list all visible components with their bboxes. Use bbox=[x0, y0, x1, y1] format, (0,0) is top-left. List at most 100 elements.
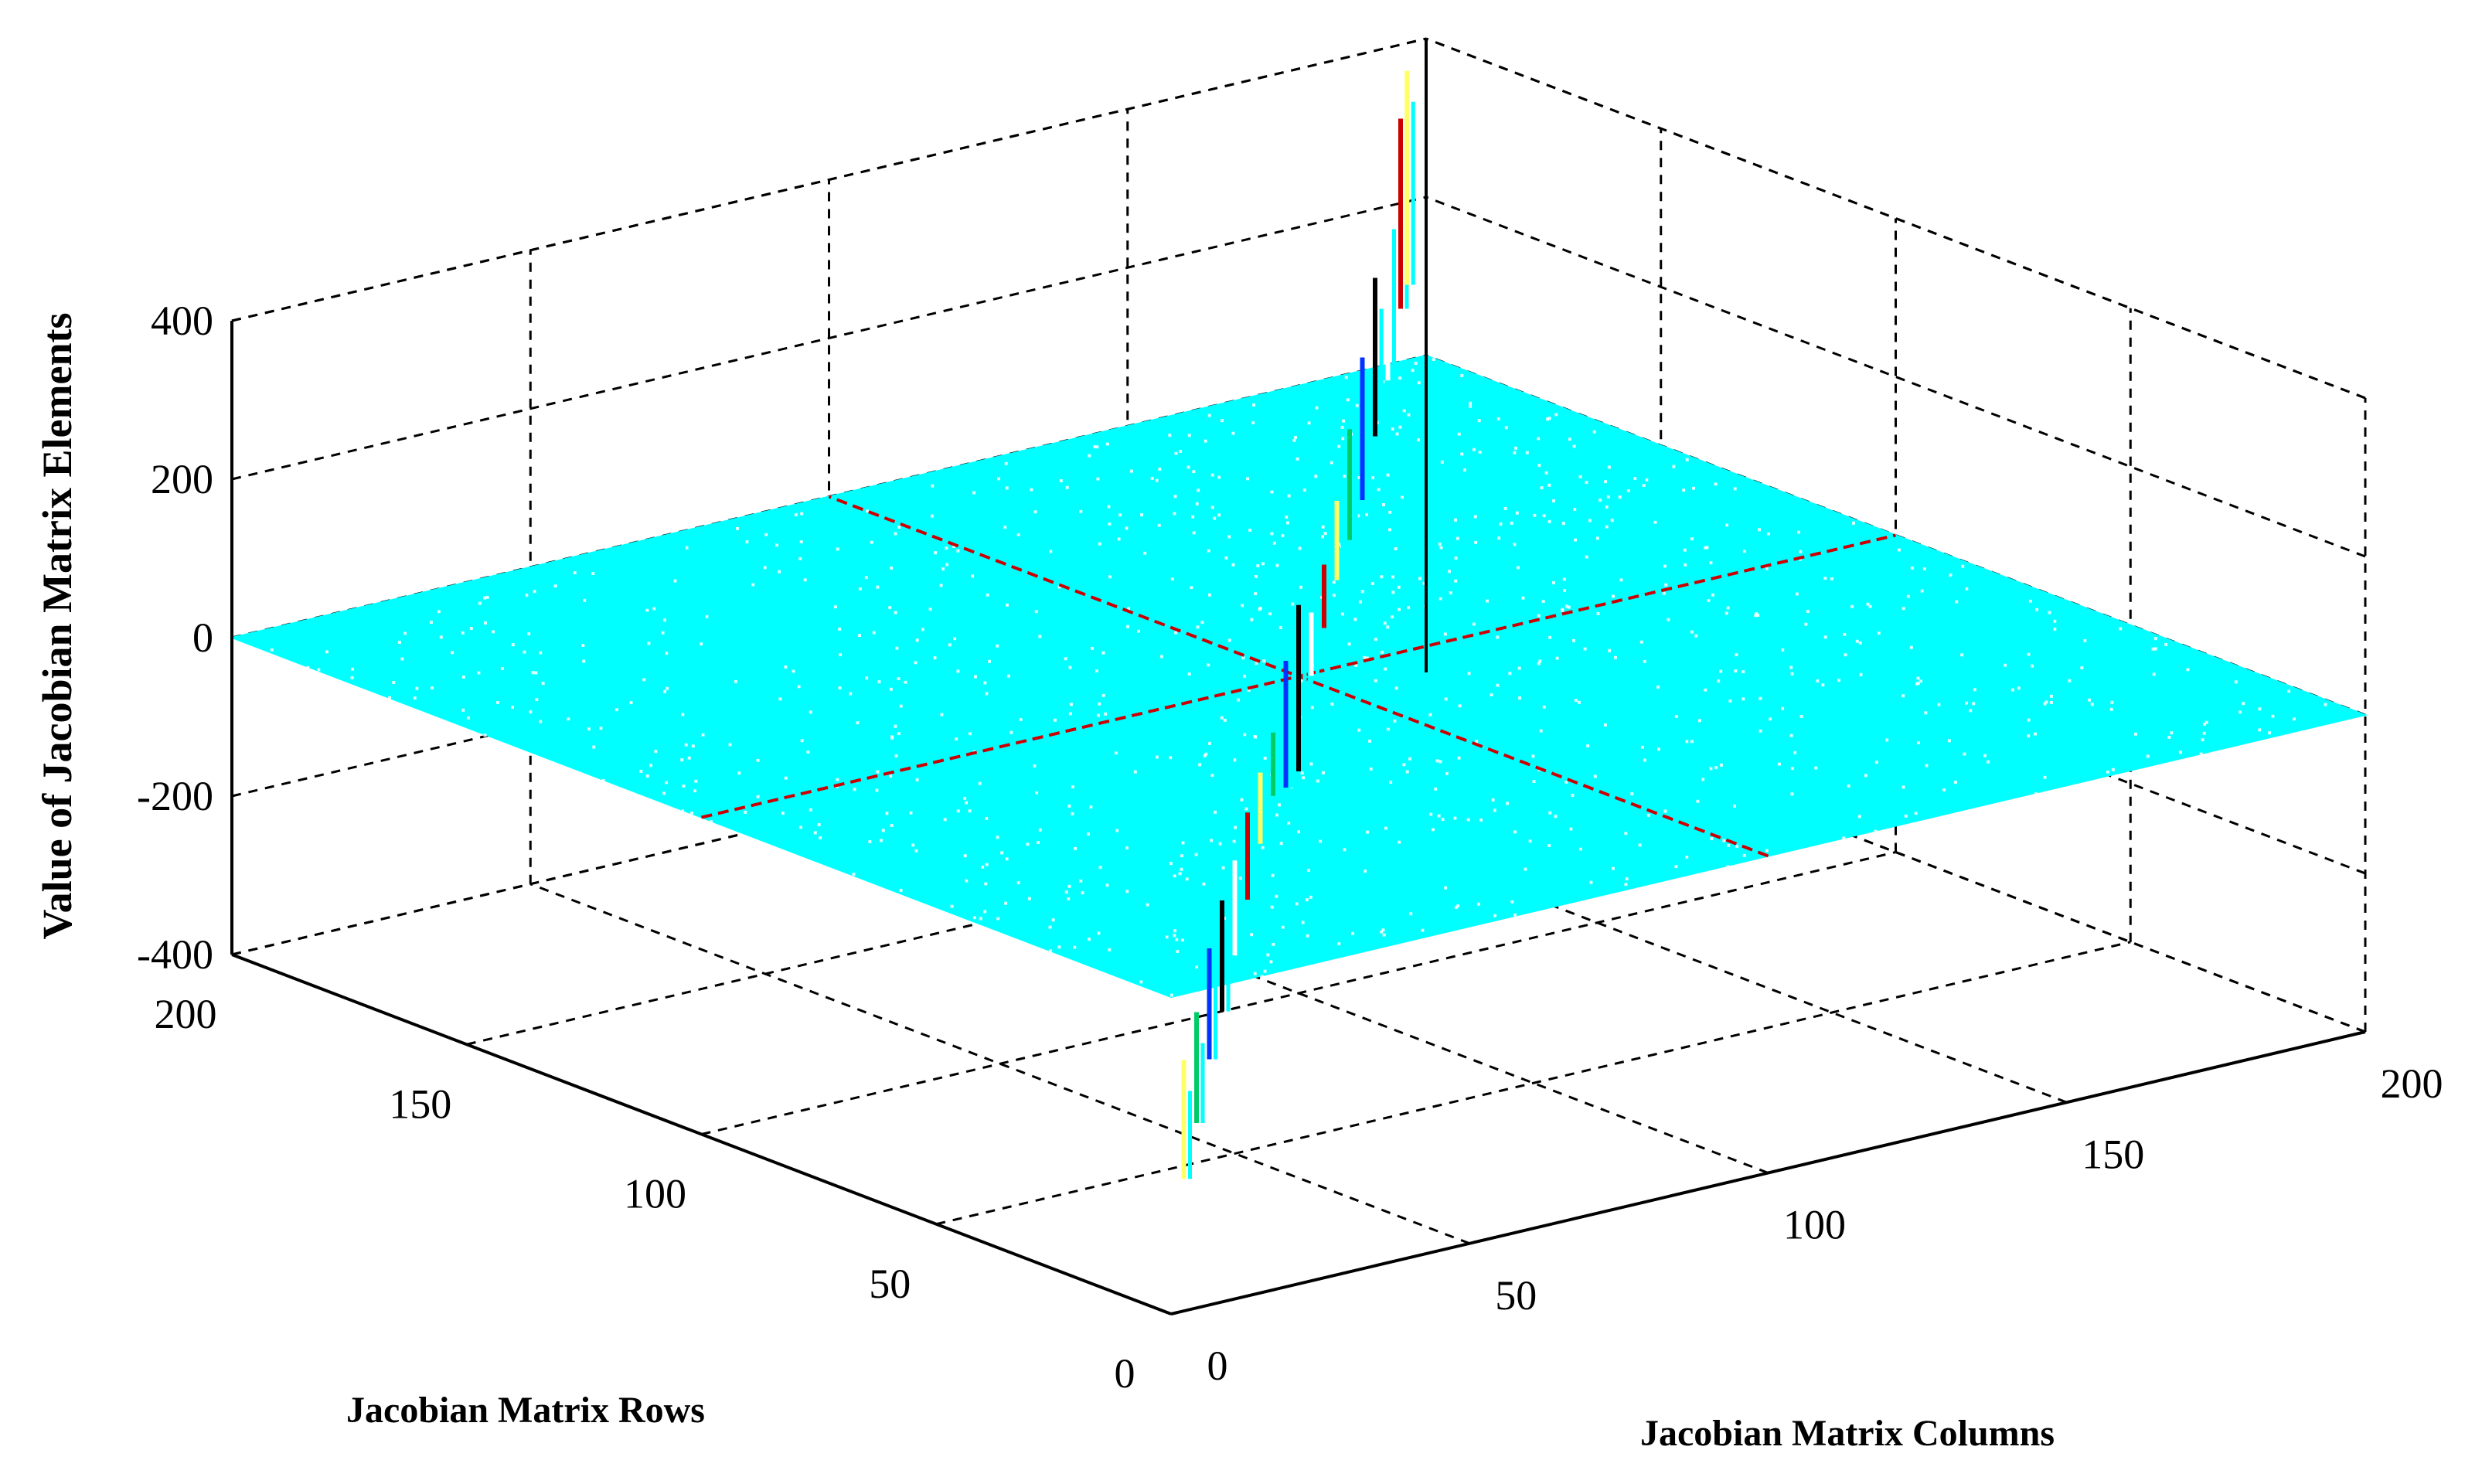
surface-speckle bbox=[1606, 495, 1610, 499]
top-edge-back bbox=[231, 37, 1427, 322]
surface-speckle bbox=[1285, 516, 1289, 519]
surface-speckle bbox=[1572, 444, 1576, 448]
surface-speckle bbox=[1370, 581, 1374, 585]
surface-speckle bbox=[2287, 689, 2291, 693]
surface-speckle bbox=[2027, 652, 2031, 656]
surface-speckle bbox=[1064, 657, 1067, 661]
surface-speckle bbox=[735, 526, 739, 530]
surface-speckle bbox=[1337, 444, 1341, 448]
surface-speckle bbox=[1537, 437, 1541, 441]
surface-speckle bbox=[2271, 714, 2275, 718]
surface-speckle bbox=[1398, 840, 1401, 844]
surface-speckle bbox=[1187, 672, 1191, 676]
surface-speckle bbox=[1059, 479, 1063, 483]
surface-speckle bbox=[945, 546, 948, 550]
surface-speckle bbox=[1319, 839, 1323, 843]
surface-speckle bbox=[1598, 499, 1602, 502]
surface-speckle bbox=[1983, 754, 1987, 757]
surface-speckle bbox=[1692, 486, 1696, 490]
y-tick-label: 50 bbox=[869, 1261, 911, 1307]
surface-speckle bbox=[469, 627, 473, 631]
surface-speckle bbox=[1643, 758, 1646, 762]
surface-speckle bbox=[1493, 914, 1496, 917]
surface-speckle bbox=[1263, 756, 1267, 760]
surface-speckle bbox=[1685, 740, 1689, 744]
surface-speckle bbox=[1843, 632, 1847, 636]
surface-speckle bbox=[1248, 529, 1252, 533]
surface-speckle bbox=[642, 678, 646, 682]
surface-speckle bbox=[1071, 785, 1074, 789]
surface-speckle bbox=[1300, 771, 1304, 775]
surface-speckle bbox=[1254, 592, 1258, 596]
y-tick-label: 100 bbox=[624, 1171, 686, 1217]
surface-speckle bbox=[2258, 707, 2262, 711]
surface-speckle bbox=[1133, 770, 1137, 774]
surface-speckle bbox=[1510, 521, 1513, 525]
surface-speckle bbox=[1613, 655, 1617, 659]
surface-speckle bbox=[1374, 679, 1377, 682]
surface-speckle bbox=[1000, 851, 1004, 855]
x-tick-label: 50 bbox=[1495, 1272, 1537, 1319]
surface-speckle bbox=[1439, 546, 1443, 550]
surface-speckle bbox=[1389, 781, 1393, 785]
surface-speckle bbox=[535, 698, 539, 702]
surface-speckle bbox=[1577, 700, 1581, 704]
surface-speckle bbox=[1910, 566, 1914, 570]
surface-speckle bbox=[662, 618, 666, 622]
surface-speckle bbox=[1572, 638, 1576, 642]
surface-speckle bbox=[1402, 409, 1406, 413]
surface-speckle bbox=[876, 770, 880, 774]
surface-speckle bbox=[1690, 740, 1694, 744]
surface-speckle bbox=[1321, 525, 1325, 529]
surface-speckle bbox=[2048, 611, 2051, 614]
surface-speckle bbox=[1491, 798, 1495, 802]
surface-speckle bbox=[1275, 894, 1278, 898]
surface-speckle bbox=[1275, 813, 1278, 817]
surface-speckle bbox=[1302, 776, 1306, 780]
surface-speckle bbox=[1821, 683, 1825, 687]
surface-speckle bbox=[1115, 829, 1119, 832]
surface-speckle bbox=[1048, 949, 1052, 953]
surface-speckle bbox=[1053, 718, 1057, 722]
surface-speckle bbox=[1475, 740, 1479, 744]
surface-speckle bbox=[983, 910, 987, 914]
surface-speckle bbox=[1386, 727, 1390, 731]
surface-speckle bbox=[1868, 604, 1872, 608]
surface-speckle bbox=[1765, 567, 1769, 570]
surface-speckle bbox=[1254, 575, 1258, 579]
surface-speckle bbox=[1371, 476, 1375, 480]
surface-speckle bbox=[806, 751, 810, 754]
surface-speckle bbox=[1781, 648, 1785, 652]
surface-speckle bbox=[685, 546, 689, 550]
surface-speckle bbox=[1398, 376, 1402, 380]
surface-speckle bbox=[1532, 780, 1536, 784]
surface-speckle bbox=[1837, 679, 1841, 682]
surface-speckle bbox=[1453, 816, 1457, 820]
surface-speckle bbox=[1515, 511, 1519, 515]
surface-speckle bbox=[1924, 711, 1928, 715]
surface-speckle bbox=[1323, 532, 1327, 536]
surface-speckle bbox=[1472, 622, 1476, 626]
surface-speckle bbox=[1874, 761, 1878, 764]
surface-speckle bbox=[2004, 663, 2007, 667]
surface-speckle bbox=[1246, 477, 1250, 481]
surface-speckle bbox=[1247, 688, 1251, 692]
surface-speckle bbox=[1444, 886, 1448, 890]
surface-speckle bbox=[403, 631, 407, 635]
surface-speckle bbox=[1346, 398, 1350, 402]
surface-speckle bbox=[553, 584, 557, 588]
surface-speckle bbox=[1639, 640, 1643, 644]
surface-speckle bbox=[1214, 810, 1217, 814]
surface-speckle bbox=[1307, 421, 1311, 425]
surface-speckle bbox=[972, 916, 976, 920]
surface-speckle bbox=[1098, 542, 1101, 546]
surface-speckle bbox=[1469, 404, 1473, 408]
surface-speckle bbox=[1381, 650, 1384, 654]
y-tick-label: 0 bbox=[1115, 1350, 1135, 1397]
surface-speckle bbox=[889, 774, 893, 778]
surface-speckle bbox=[1667, 618, 1670, 621]
surface-speckle bbox=[1724, 611, 1728, 615]
surface-speckle bbox=[1187, 465, 1190, 469]
surface-speckle bbox=[1804, 622, 1808, 626]
surface-speckle bbox=[1574, 699, 1578, 703]
